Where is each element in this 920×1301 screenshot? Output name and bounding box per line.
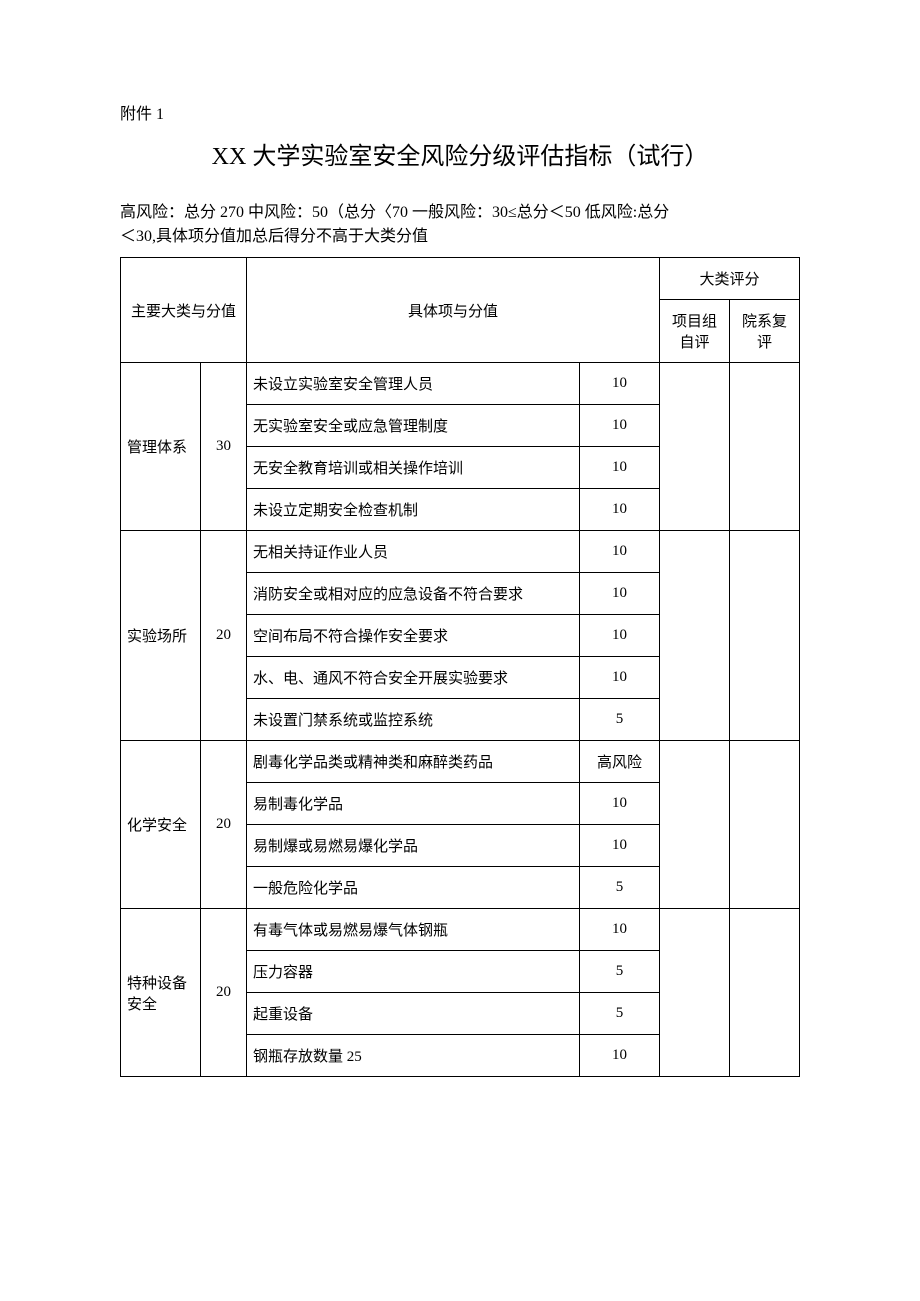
self-score-cell[interactable] <box>660 531 730 741</box>
item-score: 10 <box>580 657 660 699</box>
review-score-cell[interactable] <box>730 531 800 741</box>
self-score-cell[interactable] <box>660 741 730 909</box>
item-score: 10 <box>580 531 660 573</box>
category-score: 20 <box>201 741 247 909</box>
category-name: 化学安全 <box>121 741 201 909</box>
item-description: 起重设备 <box>247 993 580 1035</box>
risk-criteria: 高风险：总分 270 中风险：50（总分〈70 一般风险：30≤总分＜50 低风… <box>120 201 800 249</box>
review-score-cell[interactable] <box>730 363 800 531</box>
category-name: 管理体系 <box>121 363 201 531</box>
item-score: 10 <box>580 825 660 867</box>
item-description: 有毒气体或易燃易爆气体钢瓶 <box>247 909 580 951</box>
item-score: 5 <box>580 699 660 741</box>
item-description: 未设立定期安全检查机制 <box>247 489 580 531</box>
header-self-score: 项目组自评 <box>660 300 730 363</box>
item-description: 无实验室安全或应急管理制度 <box>247 405 580 447</box>
category-score: 30 <box>201 363 247 531</box>
category-score: 20 <box>201 909 247 1077</box>
header-item-and-score: 具体项与分值 <box>247 258 660 363</box>
item-score: 10 <box>580 783 660 825</box>
review-score-cell[interactable] <box>730 741 800 909</box>
item-score: 10 <box>580 489 660 531</box>
review-score-cell[interactable] <box>730 909 800 1077</box>
item-description: 消防安全或相对应的应急设备不符合要求 <box>247 573 580 615</box>
item-score: 10 <box>580 405 660 447</box>
header-main-category: 主要大类与分值 <box>121 258 247 363</box>
item-description: 无安全教育培训或相关操作培训 <box>247 447 580 489</box>
category-name: 特种设备安全 <box>121 909 201 1077</box>
item-description: 钢瓶存放数量 25 <box>247 1035 580 1077</box>
item-score: 10 <box>580 1035 660 1077</box>
criteria-line-2: ＜30,具体项分值加总后得分不高于大类分值 <box>120 228 428 245</box>
criteria-line-1: 高风险：总分 270 中风险：50（总分〈70 一般风险：30≤总分＜50 低风… <box>120 204 669 221</box>
item-score: 10 <box>580 363 660 405</box>
header-review-score: 院系复评 <box>730 300 800 363</box>
self-score-cell[interactable] <box>660 363 730 531</box>
item-description: 水、电、通风不符合安全开展实验要求 <box>247 657 580 699</box>
document-title: XX 大学实验室安全风险分级评估指标（试行） <box>120 136 800 171</box>
item-description: 空间布局不符合操作安全要求 <box>247 615 580 657</box>
item-description: 易制毒化学品 <box>247 783 580 825</box>
item-description: 未设置门禁系统或监控系统 <box>247 699 580 741</box>
item-score: 5 <box>580 867 660 909</box>
item-description: 剧毒化学品类或精神类和麻醉类药品 <box>247 741 580 783</box>
item-score: 10 <box>580 909 660 951</box>
item-score: 高风险 <box>580 741 660 783</box>
header-scoring-group: 大类评分 <box>660 258 800 300</box>
item-description: 无相关持证作业人员 <box>247 531 580 573</box>
category-name: 实验场所 <box>121 531 201 741</box>
item-description: 未设立实验室安全管理人员 <box>247 363 580 405</box>
item-description: 压力容器 <box>247 951 580 993</box>
item-score: 5 <box>580 993 660 1035</box>
item-score: 5 <box>580 951 660 993</box>
item-description: 易制爆或易燃易爆化学品 <box>247 825 580 867</box>
item-score: 10 <box>580 615 660 657</box>
self-score-cell[interactable] <box>660 909 730 1077</box>
attachment-label: 附件 1 <box>120 100 800 124</box>
item-description: 一般危险化学品 <box>247 867 580 909</box>
item-score: 10 <box>580 447 660 489</box>
assessment-table: 主要大类与分值具体项与分值大类评分项目组自评院系复评管理体系30未设立实验室安全… <box>120 257 800 1077</box>
category-score: 20 <box>201 531 247 741</box>
item-score: 10 <box>580 573 660 615</box>
